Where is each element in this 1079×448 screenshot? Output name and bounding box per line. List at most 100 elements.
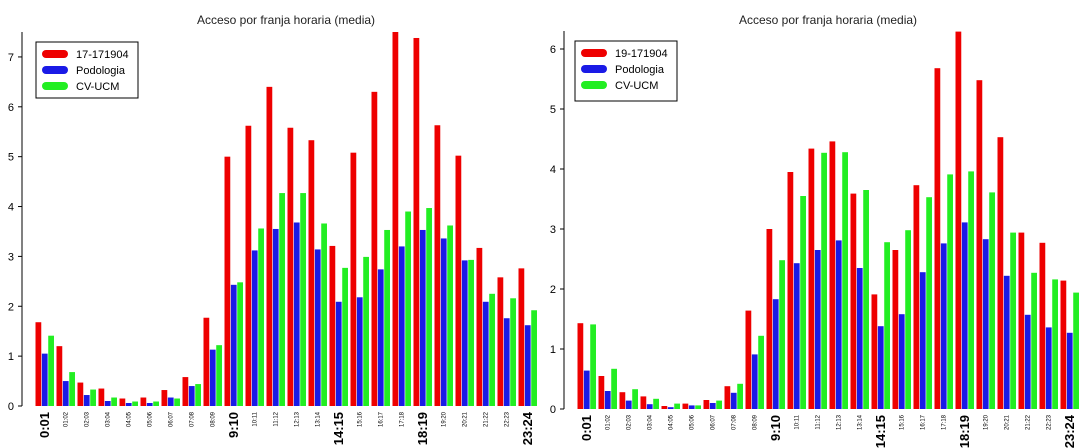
right-chart-y-tick-label: 5	[550, 104, 556, 116]
left-chart-bar-3	[363, 256, 369, 406]
right-chart-bar-2	[1024, 314, 1031, 409]
left-chart-bar-3	[384, 229, 390, 406]
right-chart-bar-2	[982, 239, 989, 409]
right-chart-bar-3	[968, 171, 974, 409]
right-chart-bar-1	[829, 141, 836, 409]
right-chart-bar-1	[892, 250, 899, 409]
left-chart-bar-3	[279, 193, 285, 406]
right-chart-x-tick-label: 05:06	[690, 414, 696, 430]
left-chart-bar-1	[56, 346, 63, 406]
left-chart-bar-3	[174, 398, 180, 406]
left-chart-bar-1	[224, 156, 231, 406]
right-chart-legend: 19-171904 Podologia CV-UCM	[574, 40, 678, 102]
left-chart-bar-3	[510, 298, 516, 406]
right-chart-legend-swatch	[581, 65, 607, 73]
left-chart-bar-2	[356, 297, 363, 406]
left-chart-bar-3	[489, 293, 495, 406]
right-chart-bar-2	[856, 268, 863, 409]
left-chart-legend-swatch	[42, 50, 68, 58]
right-chart-bar-1	[577, 323, 584, 409]
right-chart-bar-2	[667, 407, 674, 409]
left-chart-title: Acceso por franja horaria (media)	[197, 13, 375, 27]
right-chart-bar-1	[871, 294, 878, 409]
left-chart-bar-2	[524, 325, 531, 406]
left-chart-bar-3	[237, 282, 243, 406]
right-chart-bar-1	[1060, 280, 1067, 409]
left-chart-x-tick-label: 19:20	[442, 411, 448, 427]
right-chart-x-tick-label: 06:07	[711, 414, 717, 430]
right-chart-bar-3	[758, 335, 764, 409]
right-chart-bar-1	[598, 376, 605, 409]
left-chart-bar-2	[62, 381, 69, 406]
left-chart-bar-3	[468, 259, 474, 406]
left-chart-bar-2	[419, 229, 426, 406]
right-chart-bar-2	[583, 370, 590, 409]
right-chart-y-tick-label: 1	[550, 344, 556, 356]
left-chart-legend-label: Podologia	[76, 65, 126, 77]
left-chart-y-tick-label: 2	[8, 301, 14, 313]
right-chart-bar-1	[850, 193, 857, 409]
right-chart-x-tick-label: 01:02	[606, 414, 612, 430]
left-chart-x-tick-label: 23:24	[520, 411, 535, 445]
right-chart-x-tick-label: 19:20	[984, 414, 990, 430]
right-chart-bar-1	[955, 31, 962, 409]
right-chart-x-tick-label: 21:22	[1026, 414, 1032, 430]
right-chart-x-tick-label: 08:09	[753, 414, 759, 430]
right-chart-bar-3	[989, 192, 995, 409]
right-chart-bar-3	[779, 260, 785, 409]
left-chart-bar-1	[140, 397, 147, 406]
left-chart-x-tick-label: 06:07	[169, 411, 175, 427]
left-chart-bar-2	[167, 397, 174, 406]
left-chart-x-tick-label: 08:09	[211, 411, 217, 427]
chart-panel-right: Acceso por franja horaria (media) 0 1 2 3 4 5 6…	[540, 0, 1079, 448]
left-chart-bar-2	[293, 222, 300, 406]
right-chart-y-tick-label: 6	[550, 44, 556, 56]
left-chart-bar-3	[531, 310, 537, 406]
right-chart-bar-1	[787, 172, 794, 409]
left-chart-bar-3	[48, 335, 54, 406]
right-chart-y-tick-label: 2	[550, 284, 556, 296]
left-chart-bar-1	[518, 268, 525, 406]
left-chart-bar-2	[503, 318, 510, 406]
left-chart-bar-2	[83, 395, 90, 406]
right-chart-x-tick-label: 15:16	[900, 414, 906, 430]
right-chart-bar-3	[947, 174, 953, 409]
right-chart-bar-3	[716, 400, 722, 409]
right-chart-legend-label: CV-UCM	[615, 80, 658, 92]
right-chart-bar-1	[703, 400, 710, 409]
left-chart-bar-2	[440, 238, 447, 406]
right-chart-bar-3	[695, 405, 701, 409]
right-chart-bar-2	[751, 354, 758, 409]
right-chart-bar-2	[1003, 275, 1010, 409]
right-chart-legend-swatch	[581, 81, 607, 89]
right-chart-x-tick-label: 18:19	[957, 415, 972, 448]
left-chart-bar-3	[321, 223, 327, 406]
right-chart-bar-1	[934, 68, 941, 409]
right-chart-bar-3	[1052, 279, 1058, 409]
left-chart-bar-3	[405, 211, 411, 406]
left-chart-legend-swatch	[42, 82, 68, 90]
left-chart-x-tick-label: 11:12	[274, 411, 280, 426]
left-chart-bar-1	[434, 125, 441, 406]
left-chart-bar-1	[287, 127, 294, 406]
left-chart-x-tick-label: 01:02	[64, 411, 70, 427]
left-chart-x-tick-label: 18:19	[415, 412, 430, 445]
left-chart-legend-label: 17-171904	[76, 49, 129, 61]
right-chart-bar-2	[814, 250, 821, 409]
right-chart-bar-1	[997, 137, 1004, 409]
left-chart-bar-3	[132, 401, 138, 406]
right-chart-x-tick-label: 07:08	[732, 414, 738, 430]
right-chart-bar-2	[898, 314, 905, 409]
left-chart-bar-1	[371, 91, 378, 406]
left-chart-bar-1	[476, 247, 483, 406]
right-chart-bar-3	[653, 398, 659, 409]
left-chart-bar-1	[119, 398, 126, 406]
right-chart-bar-2	[604, 391, 611, 409]
left-chart-y-tick-label: 3	[8, 251, 14, 263]
right-chart-bar-3	[1031, 272, 1037, 409]
right-chart-bar-2	[625, 400, 632, 409]
right-chart-bar-3	[842, 152, 848, 409]
left-chart-bar-2	[377, 269, 384, 406]
left-chart-x-tick-label: 16:17	[379, 411, 385, 427]
left-chart-bar-2	[272, 228, 279, 406]
